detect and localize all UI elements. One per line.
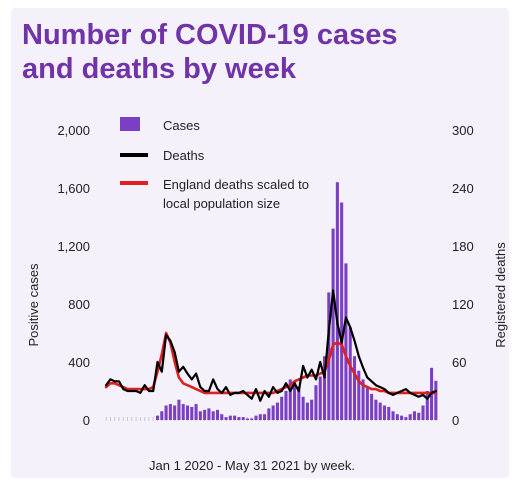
cases-bar [181,404,185,420]
y-left-tick-label: 800 [68,297,90,312]
cases-bar [395,414,399,420]
cases-bar [314,385,318,420]
cases-bar [198,411,202,420]
cases-bar [408,414,412,420]
chart-title-line-1: Number of COVID-19 cases [22,19,398,51]
cases-bar [194,404,198,420]
cases-bar [215,409,220,420]
cases-bar [173,405,177,420]
cases-bar [297,386,301,420]
cases-bar [344,263,348,420]
cases-bar [365,388,369,420]
legend-swatch-england [120,181,148,185]
cases-bar [250,418,254,420]
cases-bar [275,402,279,420]
cases-bar [412,411,416,420]
cases-bar [378,402,382,420]
y-right-tick-label: 240 [452,181,474,196]
chart-footer: Jan 1 2020 - May 31 2021 by week. [149,458,355,473]
legend-label-cases: Cases [163,118,200,133]
cases-bar [237,417,241,420]
y-right-tick-label: 120 [452,297,474,312]
cases-bar [391,411,395,420]
cases-bar [220,414,224,420]
cases-bar [185,405,190,420]
legend-label-england-line-1: England deaths scaled to [163,177,309,192]
left-axis-ticks: 0 400 800 1,200 1,600 2,000 [57,123,90,428]
right-axis-ticks: 0 60 120 180 240 300 [452,123,474,428]
y-right-tick-label: 0 [452,413,459,428]
legend-swatch-cases [120,117,140,131]
cases-bar [288,379,292,420]
cases-bar [318,376,322,420]
series-lines [104,289,438,402]
cases-bar [425,391,429,420]
england-deaths-line [104,331,438,395]
cases-bar [168,404,172,420]
cases-bar [340,202,344,420]
cases-bar [305,402,309,420]
cases-bar [357,370,361,420]
cases-bar [322,356,327,420]
legend-label-england-line-2: local population size [163,196,280,211]
cases-bar [177,399,181,420]
legend-label-deaths: Deaths [163,148,205,163]
legend-swatch-deaths [120,153,148,157]
cases-bar [335,182,339,420]
cases-bar [224,417,228,420]
cases-bar [241,417,245,420]
cases-bar [400,415,404,420]
chart-title-line-2: and deaths by week [22,53,296,85]
cases-bar [245,418,249,420]
cases-bar [258,414,262,420]
y-right-axis-label: Registered deaths [493,242,508,348]
y-right-tick-label: 60 [452,355,466,370]
y-left-tick-label: 0 [83,413,90,428]
y-left-axis-label: Positive cases [26,263,41,347]
y-left-tick-label: 1,200 [57,239,90,254]
cases-bar [228,415,232,420]
y-right-tick-label: 300 [452,123,474,138]
cases-bar [284,391,288,420]
y-right-tick-label: 180 [452,239,474,254]
cases-bar [203,409,207,420]
cases-bar [361,379,365,420]
cases-bar [155,415,160,420]
cases-bar [370,393,374,420]
cases-bar [271,405,275,420]
cases-bar [310,399,314,420]
cases-bar [267,408,271,420]
cases-bar [387,406,391,420]
y-left-tick-label: 2,000 [57,123,90,138]
y-left-tick-label: 1,600 [57,181,90,196]
cases-bar [233,415,237,420]
cases-bar [263,414,267,420]
y-left-tick-label: 400 [68,355,90,370]
cases-bar [207,408,211,420]
cases-bar [164,405,168,420]
cases-bar [293,382,297,420]
cases-bar [352,356,357,420]
cases-bar [421,405,425,420]
cases-bar [160,411,164,420]
cases-bar [374,399,378,420]
cases-bar [190,406,194,420]
x-axis-ticks [105,417,437,421]
cases-bar [301,396,305,420]
chart-title: Number of COVID-19 cases and deaths by w… [22,18,482,86]
cases-bar [417,412,421,420]
cases-bar [331,228,335,420]
cases-bar [348,327,352,420]
cases-bar [404,417,408,420]
cases-bar [211,411,215,420]
cases-bar [382,405,387,420]
deaths-line [104,289,437,402]
cases-bar [280,396,284,420]
cases-bars [155,182,438,420]
legend: Cases Deaths England deaths scaled to lo… [120,117,309,211]
cases-bar [434,380,438,420]
cases-bar [254,415,258,420]
